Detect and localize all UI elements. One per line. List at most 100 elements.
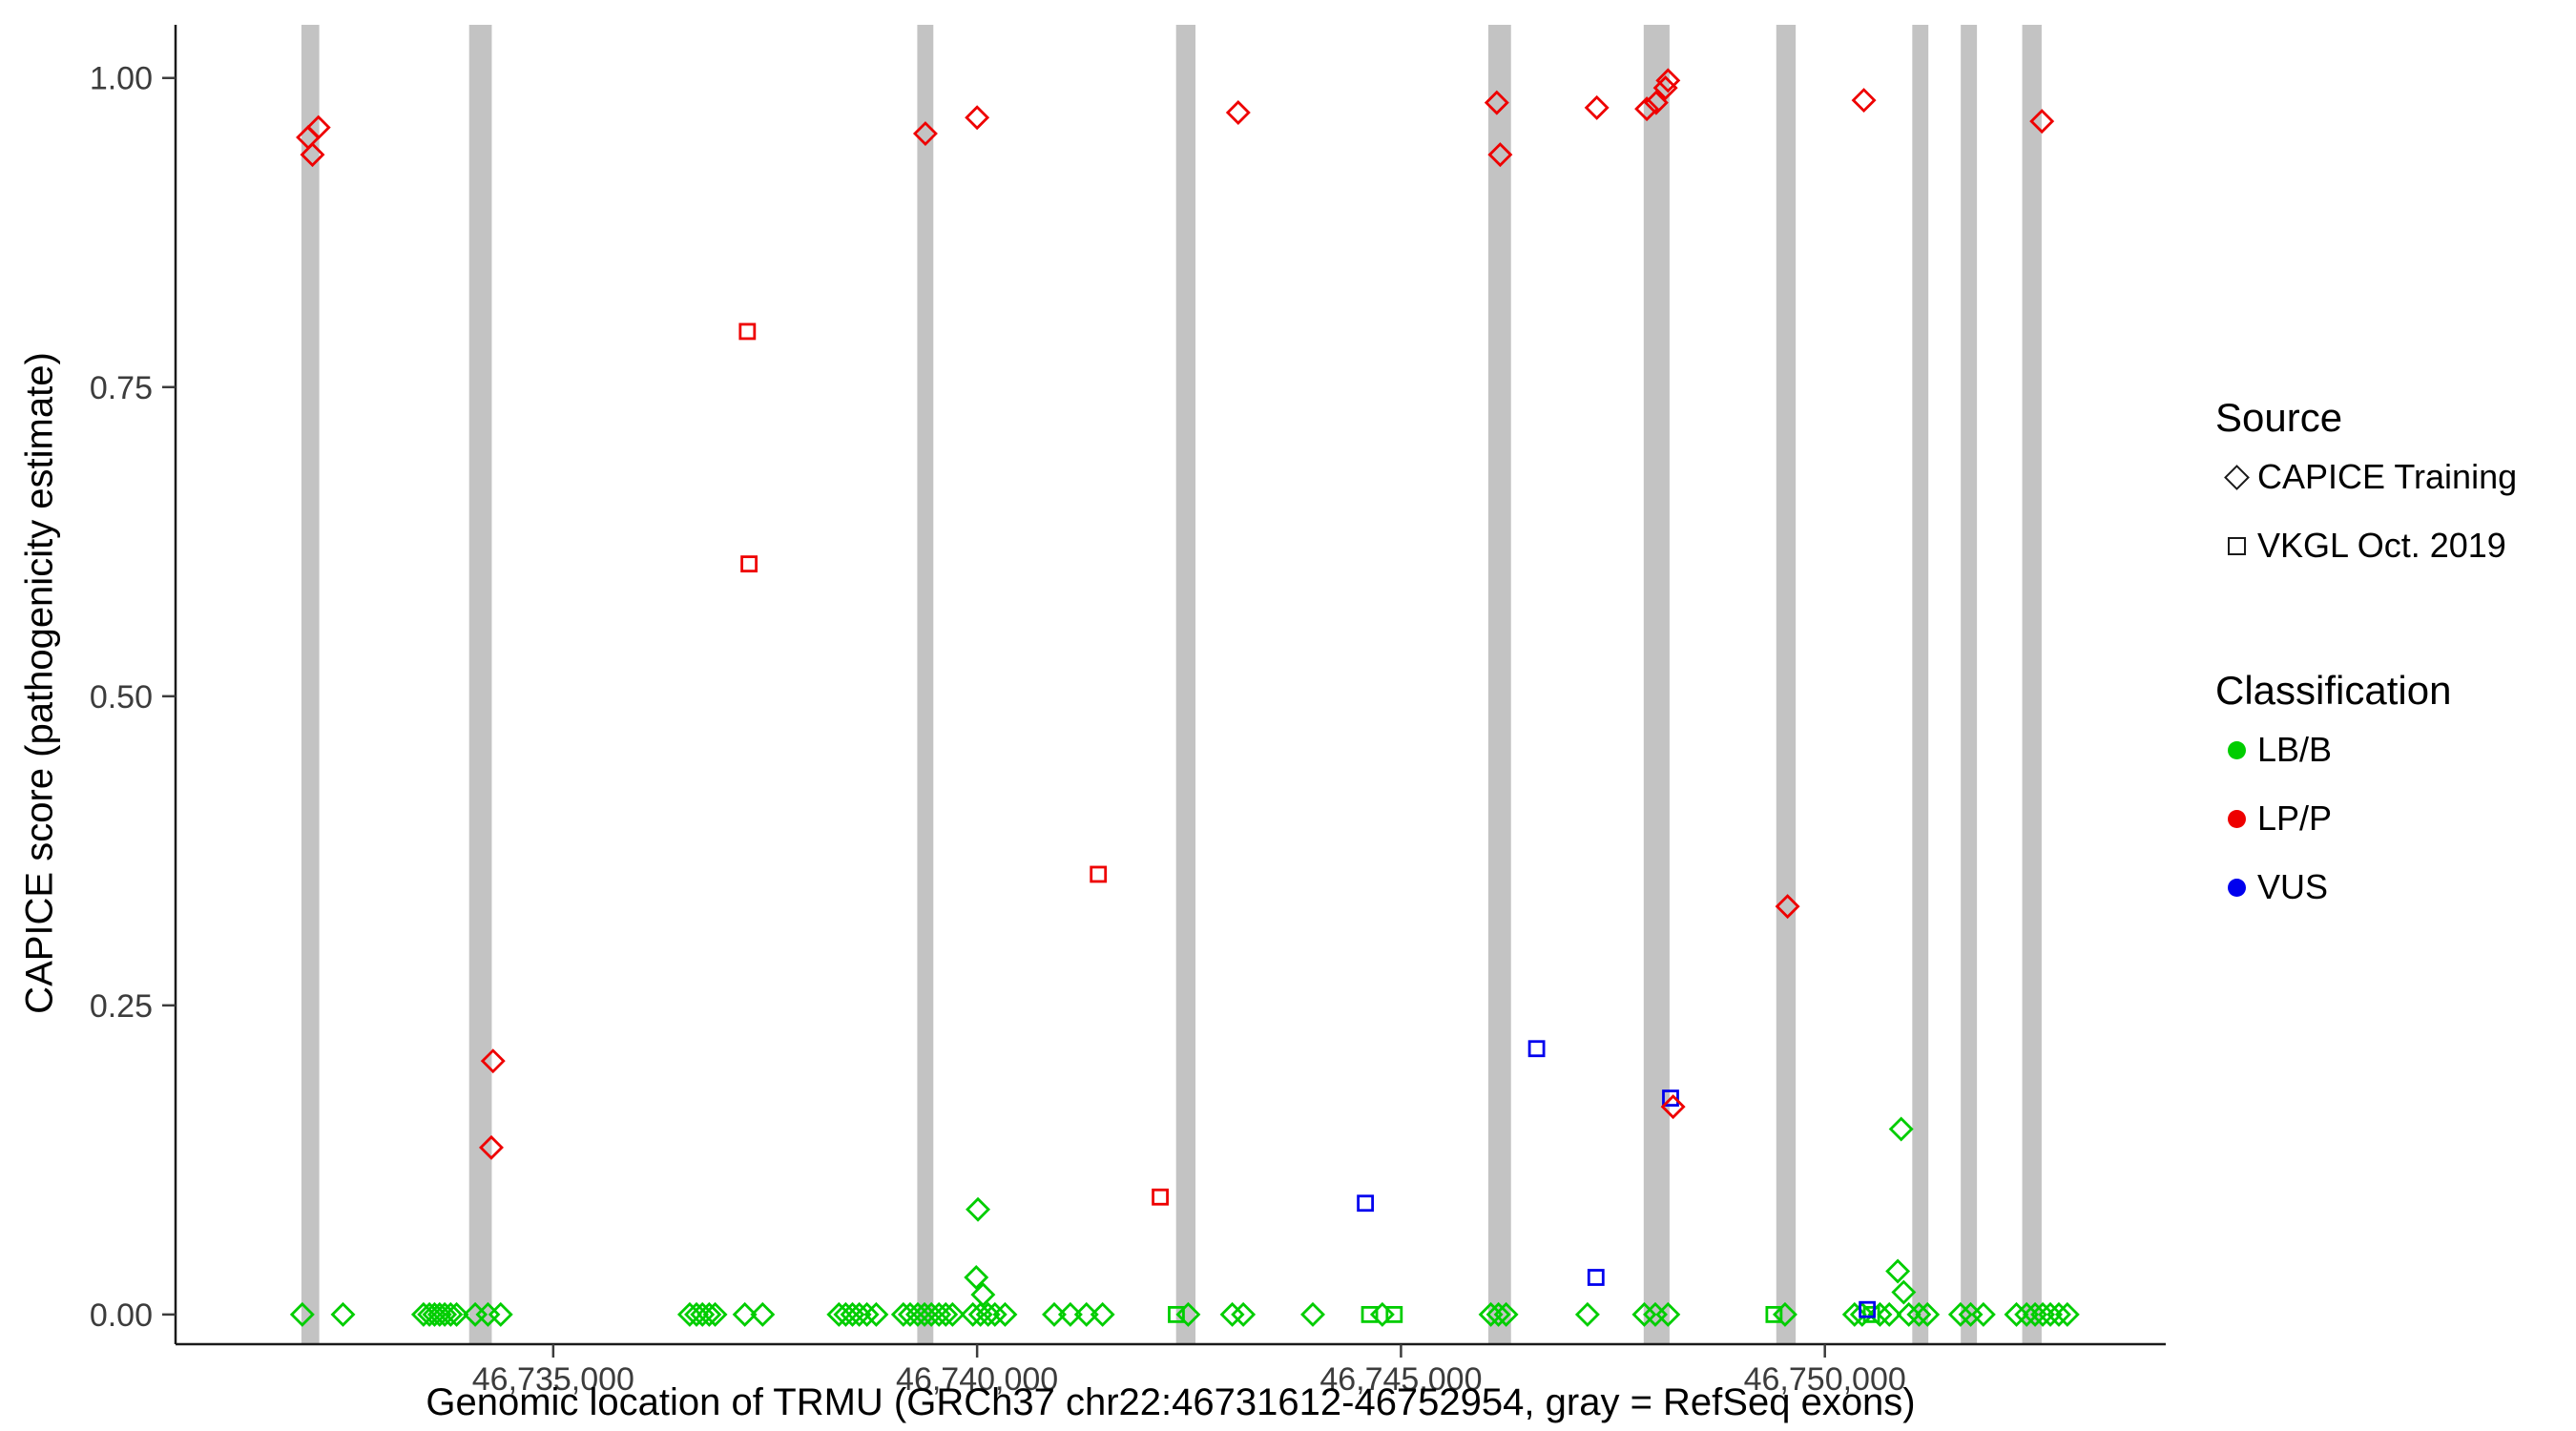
data-point-diamond — [863, 1301, 889, 1327]
data-point-square — [1385, 1305, 1403, 1323]
data-point-diamond — [1660, 1094, 1686, 1120]
data-point-square — [738, 322, 757, 341]
refseq-exon-bar — [1961, 25, 1978, 1344]
data-point-diamond — [933, 1301, 959, 1327]
legend-item-lpp: LP/P — [2215, 784, 2517, 853]
data-point-diamond — [432, 1301, 458, 1327]
data-point-diamond — [1915, 1301, 1941, 1327]
legend-key — [2215, 464, 2257, 490]
data-point-diamond — [1775, 894, 1800, 920]
data-point-diamond — [480, 1048, 506, 1074]
refseq-exon-bar — [1776, 25, 1797, 1344]
legend-key — [2215, 536, 2257, 555]
data-point-diamond — [826, 1301, 852, 1327]
data-point-diamond — [696, 1301, 722, 1327]
data-point-diamond — [940, 1301, 966, 1327]
data-point-diamond — [982, 1301, 1008, 1327]
refseq-exon-bar — [917, 25, 934, 1344]
x-tick-label: 46,750,000 — [1744, 1361, 1906, 1398]
data-point-diamond — [305, 114, 331, 140]
data-point-diamond — [1867, 1301, 1893, 1327]
data-point-diamond — [1057, 1301, 1083, 1327]
data-point-square — [1765, 1305, 1783, 1323]
legend-key — [2215, 740, 2257, 759]
legend-label-lbb: LB/B — [2257, 730, 2333, 769]
legend-item-vkgl: VKGL Oct. 2019 — [2215, 511, 2517, 580]
data-point-diamond — [975, 1301, 1001, 1327]
data-point-square — [1152, 1188, 1169, 1206]
legend-label-vkgl: VKGL Oct. 2019 — [2257, 526, 2506, 565]
data-point-square — [1527, 1040, 1546, 1058]
data-point-diamond — [1175, 1301, 1201, 1327]
data-point-diamond — [1634, 96, 1660, 122]
data-point-diamond — [1073, 1301, 1099, 1327]
data-point-diamond — [422, 1301, 447, 1327]
data-point-diamond — [1369, 1301, 1395, 1327]
y-tick-label: 0.50 — [90, 679, 153, 716]
y-tick-label: 1.00 — [90, 61, 153, 97]
y-tick-label: 0.25 — [90, 988, 153, 1025]
data-point-diamond — [1655, 1301, 1681, 1327]
data-point-diamond — [846, 1301, 872, 1327]
y-axis-title: CAPICE score (pathogenicity estimate) — [18, 352, 61, 1014]
data-point-diamond — [702, 1301, 728, 1327]
data-point-diamond — [1655, 68, 1681, 93]
red-dot-icon — [2227, 809, 2246, 828]
data-point-diamond — [289, 1301, 315, 1327]
refseq-exon-bar — [468, 25, 492, 1344]
data-point-diamond — [964, 1265, 989, 1290]
x-axis-title: Genomic location of TRMU (GRCh37 chr22:4… — [426, 1381, 1916, 1423]
data-point-diamond — [488, 1301, 513, 1327]
data-point-diamond — [444, 1301, 469, 1327]
refseq-exon-bar — [1643, 25, 1670, 1344]
data-point-diamond — [1888, 1116, 1914, 1142]
data-point-diamond — [992, 1301, 1018, 1327]
data-point-diamond — [890, 1301, 916, 1327]
data-point-diamond — [1841, 1301, 1867, 1327]
data-point-diamond — [1891, 1279, 1917, 1305]
data-point-diamond — [1584, 94, 1610, 120]
legend-key — [2215, 809, 2257, 828]
data-point-diamond — [438, 1301, 464, 1327]
data-point-diamond — [2046, 1301, 2071, 1327]
data-point-diamond — [1574, 1301, 1600, 1327]
data-point-diamond — [1219, 1301, 1245, 1327]
data-point-diamond — [2038, 1301, 2064, 1327]
data-point-diamond — [300, 142, 325, 168]
data-point-diamond — [732, 1301, 758, 1327]
legend-item-lbb: LB/B — [2215, 716, 2517, 784]
x-tick-label: 46,740,000 — [896, 1361, 1058, 1398]
data-point-diamond — [960, 1301, 986, 1327]
y-tick-label: 0.75 — [90, 370, 153, 406]
data-point-diamond — [1493, 1301, 1519, 1327]
legend-label-vus: VUS — [2257, 867, 2329, 906]
data-point-diamond — [1042, 1301, 1067, 1327]
legend: Source CAPICE Training VKGL Oct. 2019 Cl… — [2215, 393, 2517, 922]
data-point-diamond — [912, 121, 938, 147]
x-tick-label: 46,735,000 — [472, 1361, 634, 1398]
data-point-diamond — [2030, 1301, 2056, 1327]
data-point-diamond — [1225, 100, 1251, 126]
square-marker-icon — [2227, 536, 2246, 555]
legend-label-lpp: LP/P — [2257, 798, 2333, 838]
data-point-diamond — [2054, 1301, 2080, 1327]
diamond-marker-icon — [2223, 464, 2250, 490]
legend-item-vus: VUS — [2215, 853, 2517, 922]
data-point-diamond — [1090, 1301, 1115, 1327]
legend-label-capice-training: CAPICE Training — [2257, 457, 2518, 496]
data-point-diamond — [840, 1301, 865, 1327]
data-point-diamond — [967, 1301, 993, 1327]
data-point-diamond — [410, 1301, 436, 1327]
data-point-diamond — [1487, 142, 1513, 168]
data-point-diamond — [1231, 1301, 1257, 1327]
green-dot-icon — [2227, 740, 2246, 759]
data-point-diamond — [330, 1301, 356, 1327]
data-point-diamond — [1652, 75, 1678, 101]
legend-classification-title: Classification — [2215, 668, 2452, 713]
legend-key — [2215, 878, 2257, 897]
data-point-square — [740, 555, 758, 573]
refseq-exon-bar — [1912, 25, 1929, 1344]
data-point-square — [1168, 1305, 1185, 1323]
